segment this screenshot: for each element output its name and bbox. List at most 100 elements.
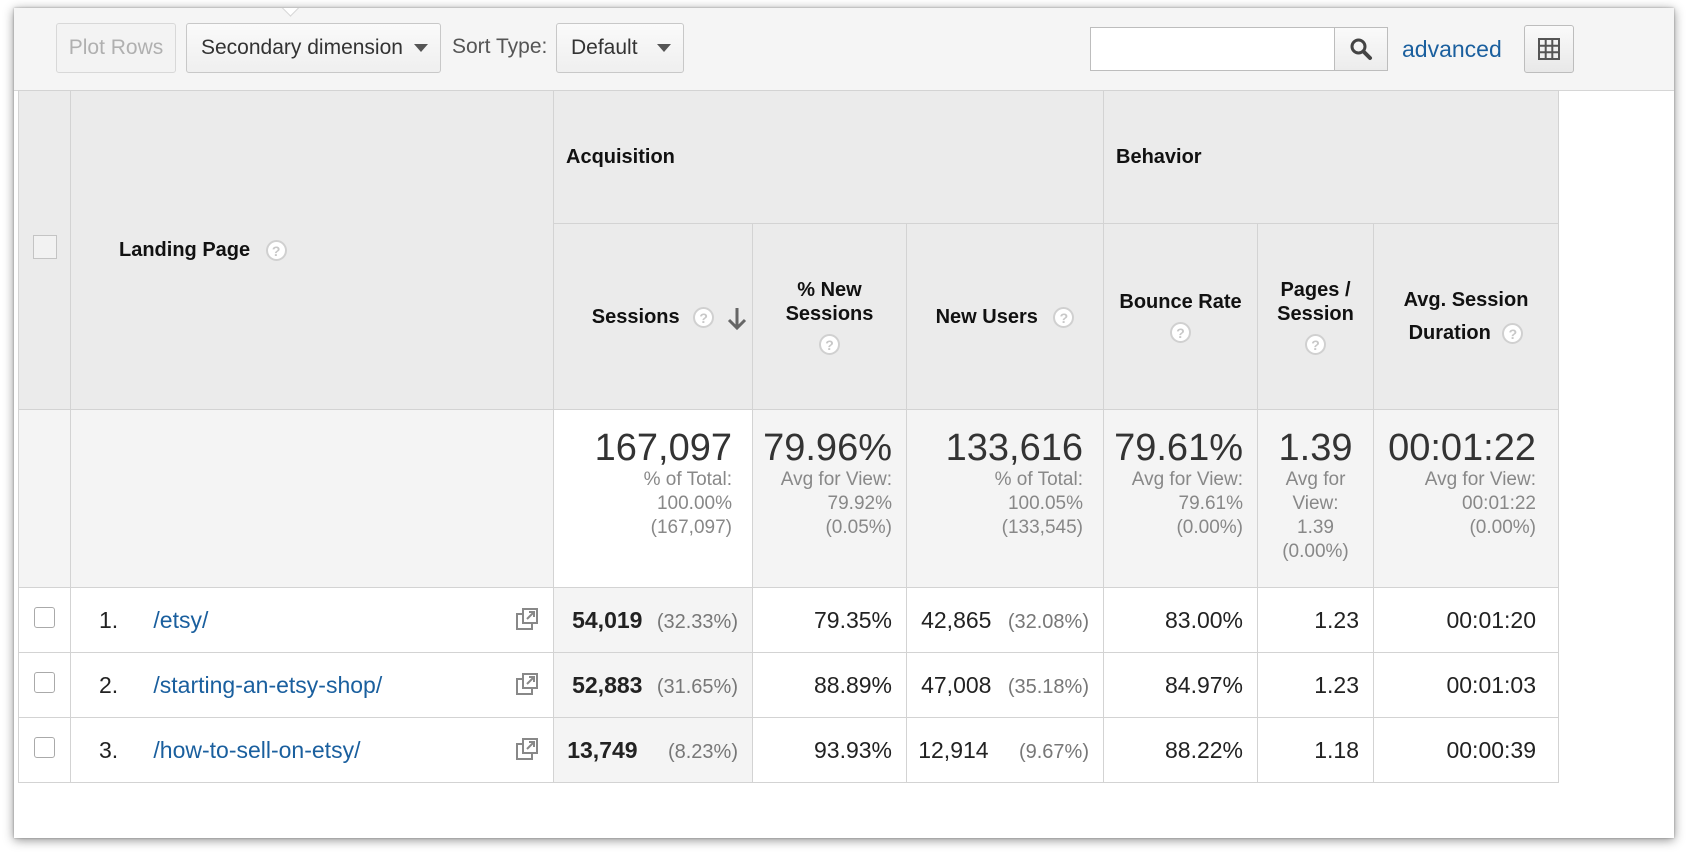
external-link-icon[interactable] (515, 737, 539, 761)
landing-page-link[interactable]: /etsy/ (153, 606, 209, 633)
landing-page-link[interactable]: /how-to-sell-on-etsy/ (153, 736, 361, 763)
avg-session-duration-cell: 00:01:20 (1373, 587, 1559, 653)
help-icon[interactable]: ? (693, 306, 715, 328)
row-checkbox-cell (18, 652, 71, 718)
row-checkbox[interactable] (34, 671, 55, 693)
secondary-dimension-label: Secondary dimension (201, 36, 403, 59)
plot-rows-button[interactable]: Plot Rows (56, 23, 176, 73)
pages-per-session-cell: 1.23 (1257, 652, 1374, 718)
total-sessions-line1: % of Total: (643, 469, 732, 490)
row-index: 3. (99, 736, 119, 763)
select-all-checkbox[interactable] (32, 235, 57, 259)
chevron-down-icon (657, 44, 671, 52)
sessions-percent: (8.23%) (667, 740, 738, 763)
help-icon[interactable]: ? (1170, 322, 1191, 343)
row-checkbox-cell (18, 717, 71, 783)
external-link-icon[interactable] (515, 607, 539, 631)
behavior-group-header: Behavior (1103, 90, 1559, 224)
select-all-cell (18, 90, 71, 410)
help-icon[interactable]: ? (1305, 334, 1326, 355)
total-new-users-cell: 133,616 % of Total: 100.05% (133,545) (906, 409, 1104, 588)
chevron-down-icon (414, 44, 428, 52)
totals-row: 167,097 % of Total: 100.00% (167,097) 79… (18, 409, 1559, 588)
total-new-users-value: 133,616 (945, 427, 1083, 469)
totals-empty-cell (18, 409, 71, 588)
help-icon[interactable]: ? (1502, 322, 1524, 344)
new-users-percent: (32.08%) (1007, 610, 1089, 633)
help-icon[interactable]: ? (1053, 306, 1075, 328)
landing-page-cell: 3. /how-to-sell-on-etsy/ (70, 717, 554, 783)
report-table: Landing Page ? Acquisition Behavior Sess… (18, 90, 1559, 783)
total-new-users-line1: % of Total: (994, 469, 1083, 490)
pct-new-sessions-header[interactable]: % New Sessions ? (752, 223, 907, 410)
total-bounce-rate-line2: 79.61% (1178, 493, 1243, 514)
total-pct-new-sessions-line1: Avg for View: (780, 469, 892, 490)
header-column-row: Sessions ? % New Sessions ? New Users ? … (19, 223, 1559, 410)
report-toolbar: Plot Rows Secondary dimension Sort Type:… (14, 8, 1674, 91)
total-avg-session-duration-line2: 00:01:22 (1462, 493, 1536, 514)
sessions-percent: (32.33%) (656, 610, 738, 633)
total-pct-new-sessions-line2: 79.92% (827, 493, 892, 514)
avg-session-duration-header-label: Avg. Session Duration ? (1396, 284, 1536, 350)
new-users-cell: 47,008 (35.18%) (906, 652, 1104, 718)
new-users-percent: (9.67%) (1018, 740, 1089, 763)
total-pages-per-session-line1: Avg for (1285, 469, 1346, 490)
total-pages-per-session-line4: (0.00%) (1282, 541, 1349, 562)
secondary-dimension-dropdown[interactable]: Secondary dimension (186, 23, 441, 73)
new-users-cell: 12,914 (9.67%) (906, 717, 1104, 783)
sessions-cell: 13,749 (8.23%) (553, 717, 753, 783)
sessions-value: 52,883 (572, 671, 643, 698)
table-search-input[interactable] (1090, 27, 1336, 71)
total-sessions-cell: 167,097 % of Total: 100.00% (167,097) (553, 409, 753, 588)
search-button[interactable] (1334, 27, 1388, 71)
report-panel: Plot Rows Secondary dimension Sort Type:… (14, 8, 1674, 838)
total-avg-session-duration-cell: 00:01:22 Avg for View: 00:01:22 (0.00%) (1373, 409, 1559, 588)
total-pct-new-sessions-value: 79.96% (763, 427, 892, 469)
sessions-header[interactable]: Sessions ? (553, 223, 753, 410)
bounce-rate-header[interactable]: Bounce Rate ? (1103, 223, 1258, 410)
toolbar-notch (281, 8, 300, 17)
total-pct-new-sessions-cell: 79.96% Avg for View: 79.92% (0.05%) (752, 409, 907, 588)
row-checkbox-cell (18, 587, 71, 653)
total-avg-session-duration-line3: (0.00%) (1469, 517, 1536, 538)
pages-per-session-header[interactable]: Pages / Session ? (1257, 223, 1374, 410)
pct-new-sessions-cell: 93.93% (752, 717, 907, 783)
new-users-header[interactable]: New Users ? (906, 223, 1104, 410)
total-pages-per-session-cell: 1.39 Avg for View: 1.39 (0.00%) (1257, 409, 1374, 588)
sort-type-value: Default (571, 36, 638, 59)
row-checkbox[interactable] (34, 736, 55, 758)
bounce-rate-cell: 83.00% (1103, 587, 1258, 653)
header-group-row: Landing Page ? Acquisition Behavior (18, 90, 1559, 410)
sort-descending-arrow-icon[interactable] (726, 306, 748, 332)
sessions-value: 13,749 (567, 736, 638, 763)
avg-session-duration-header[interactable]: Avg. Session Duration ? (1373, 223, 1559, 410)
landing-page-link[interactable]: /starting-an-etsy-shop/ (153, 671, 383, 698)
total-bounce-rate-line1: Avg for View: (1131, 469, 1243, 490)
total-sessions-line3: (167,097) (650, 517, 732, 538)
table-view-button[interactable] (1524, 25, 1574, 73)
help-icon[interactable]: ? (819, 334, 840, 355)
plot-rows-label: Plot Rows (68, 36, 164, 59)
total-avg-session-duration-value: 00:01:22 (1388, 427, 1536, 469)
total-pages-per-session-value: 1.39 (1278, 427, 1353, 469)
sort-type-dropdown[interactable]: Default (556, 23, 684, 73)
table-row: 1. /etsy/ 54,019 (32.33%) 79.35% 42,865 … (18, 587, 1559, 653)
total-pages-per-session-line2: View: (1292, 493, 1339, 514)
landing-page-header[interactable]: Landing Page ? (70, 90, 554, 410)
avg-session-duration-header-text: Avg. Session Duration (1403, 288, 1529, 344)
new-users-value: 42,865 (921, 606, 992, 633)
sessions-value: 54,019 (572, 606, 643, 633)
search-icon (1350, 38, 1372, 60)
total-bounce-rate-line3: (0.00%) (1176, 517, 1243, 538)
sessions-header-label: Sessions (591, 305, 680, 328)
grid-view-icon (1538, 38, 1560, 60)
total-bounce-rate-cell: 79.61% Avg for View: 79.61% (0.00%) (1103, 409, 1258, 588)
help-icon[interactable]: ? (265, 239, 287, 261)
sessions-cell: 54,019 (32.33%) (553, 587, 753, 653)
bounce-rate-cell: 84.97% (1103, 652, 1258, 718)
external-link-icon[interactable] (515, 672, 539, 696)
landing-page-header-label: Landing Page (119, 238, 251, 261)
advanced-filter-link[interactable]: advanced (1402, 36, 1502, 62)
pct-new-sessions-cell: 88.89% (752, 652, 907, 718)
row-checkbox[interactable] (34, 606, 55, 628)
